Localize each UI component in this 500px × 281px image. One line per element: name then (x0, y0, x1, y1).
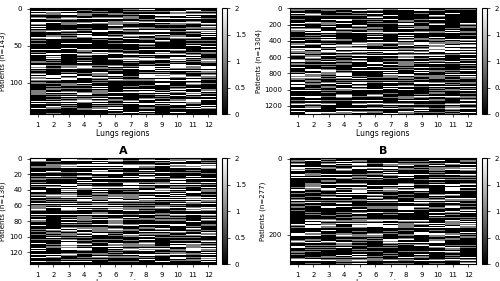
X-axis label: Lungs regions: Lungs regions (356, 129, 410, 138)
X-axis label: Lungs regions: Lungs regions (96, 129, 150, 138)
X-axis label: Lungs regions: Lungs regions (356, 279, 410, 281)
Y-axis label: Patients (n=1304): Patients (n=1304) (255, 29, 262, 93)
Y-axis label: Patients (n=136): Patients (n=136) (0, 182, 6, 241)
Y-axis label: Patients (n=277): Patients (n=277) (260, 182, 266, 241)
Y-axis label: Patients (n=143): Patients (n=143) (0, 31, 6, 91)
Text: B: B (379, 146, 387, 156)
Text: A: A (118, 146, 128, 156)
X-axis label: Lungs regions: Lungs regions (96, 279, 150, 281)
